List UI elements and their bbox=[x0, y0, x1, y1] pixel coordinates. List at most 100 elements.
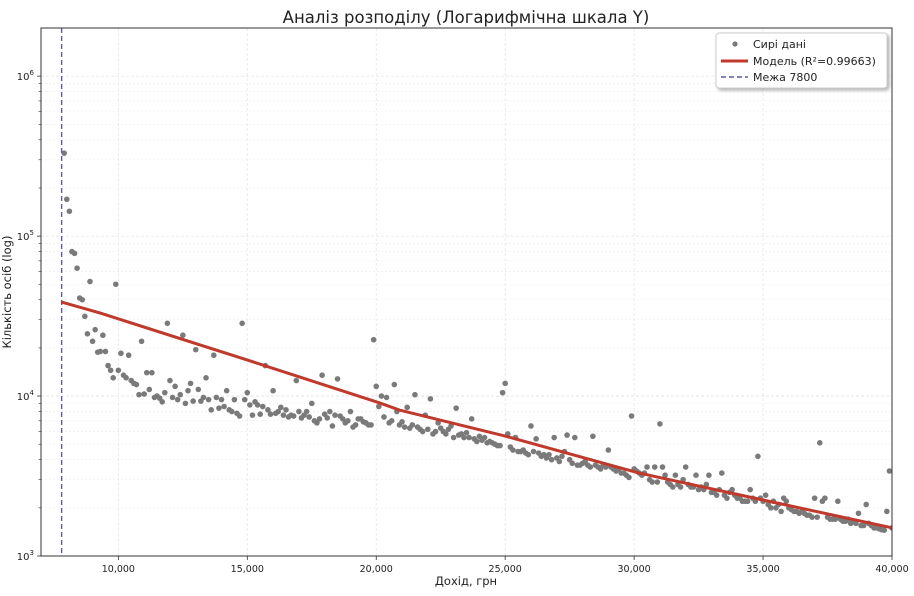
x-tick-label: 20,000 bbox=[360, 564, 393, 575]
x-tick-label: 10,000 bbox=[102, 564, 135, 575]
data-point bbox=[187, 380, 194, 387]
data-point bbox=[143, 369, 150, 376]
data-point bbox=[280, 412, 287, 418]
data-point bbox=[729, 486, 735, 493]
data-point bbox=[762, 492, 769, 498]
data-point bbox=[548, 456, 555, 463]
data-point bbox=[218, 396, 225, 403]
data-point bbox=[167, 377, 173, 384]
data-point bbox=[881, 527, 888, 533]
data-point bbox=[254, 402, 261, 408]
x-tick-label: 25,000 bbox=[489, 564, 522, 575]
data-point bbox=[221, 403, 227, 410]
data-point bbox=[82, 313, 88, 320]
data-point bbox=[319, 372, 325, 379]
data-point bbox=[755, 453, 761, 460]
data-point bbox=[146, 386, 153, 393]
data-point bbox=[569, 460, 576, 467]
data-point bbox=[270, 387, 276, 394]
data-point bbox=[463, 429, 470, 436]
data-point bbox=[510, 447, 516, 453]
y-tick-label: 105 bbox=[17, 229, 34, 243]
data-point bbox=[161, 389, 168, 396]
data-point bbox=[71, 250, 78, 257]
data-point bbox=[724, 495, 730, 501]
data-point bbox=[747, 486, 753, 493]
data-point bbox=[105, 362, 111, 369]
data-point bbox=[863, 501, 870, 508]
data-point bbox=[427, 396, 434, 402]
data-point bbox=[677, 484, 684, 490]
data-point bbox=[497, 442, 503, 449]
data-point bbox=[241, 396, 248, 403]
data-point bbox=[314, 420, 320, 426]
data-point bbox=[324, 415, 331, 421]
data-point bbox=[239, 320, 245, 327]
y-tick-label: 104 bbox=[17, 389, 35, 403]
data-point bbox=[662, 472, 668, 479]
data-point bbox=[370, 336, 377, 343]
data-point bbox=[334, 376, 341, 382]
data-point bbox=[706, 472, 712, 479]
data-point bbox=[670, 484, 676, 490]
data-point bbox=[177, 391, 184, 398]
data-point bbox=[628, 413, 635, 419]
legend-label-model: Модель (R²=0.99663) bbox=[753, 55, 876, 68]
x-tick-label: 30,000 bbox=[617, 564, 650, 575]
scatter-series bbox=[61, 150, 892, 533]
data-point bbox=[399, 419, 405, 425]
data-point bbox=[453, 405, 459, 411]
y-axis-label: Кількість осіб (log) bbox=[0, 236, 14, 349]
data-point bbox=[213, 394, 220, 401]
data-point bbox=[66, 208, 73, 215]
data-point bbox=[259, 403, 266, 410]
data-point bbox=[832, 516, 839, 522]
data-point bbox=[466, 434, 472, 441]
data-point bbox=[110, 375, 117, 381]
legend: Сирі дані Модель (R²=0.99663) Межа 7800 bbox=[715, 32, 888, 89]
data-point bbox=[138, 338, 145, 345]
data-point bbox=[97, 348, 104, 355]
data-point bbox=[347, 408, 354, 415]
data-point bbox=[149, 369, 155, 376]
data-point bbox=[185, 387, 191, 394]
data-point bbox=[816, 440, 823, 446]
data-point bbox=[231, 396, 238, 403]
data-point bbox=[102, 348, 109, 355]
data-point bbox=[61, 150, 68, 156]
data-point bbox=[590, 433, 596, 440]
data-point bbox=[822, 495, 828, 501]
data-point bbox=[432, 428, 439, 435]
data-point bbox=[481, 434, 488, 441]
data-point bbox=[136, 391, 142, 398]
data-point bbox=[174, 396, 181, 403]
data-point bbox=[159, 399, 166, 405]
data-point bbox=[265, 407, 271, 413]
data-point bbox=[345, 418, 351, 424]
data-point bbox=[530, 448, 537, 455]
data-point bbox=[693, 472, 699, 479]
data-point bbox=[401, 424, 408, 430]
data-point bbox=[461, 434, 467, 441]
data-point bbox=[546, 451, 552, 458]
data-point bbox=[419, 428, 426, 435]
data-point bbox=[556, 458, 563, 465]
data-point bbox=[388, 418, 395, 424]
data-point bbox=[275, 408, 282, 415]
data-point bbox=[564, 432, 570, 438]
data-point bbox=[306, 414, 312, 420]
data-point bbox=[651, 464, 658, 470]
data-point bbox=[190, 398, 196, 404]
data-point bbox=[376, 403, 382, 410]
data-point bbox=[87, 278, 93, 285]
data-point bbox=[92, 326, 98, 333]
data-point bbox=[332, 412, 338, 418]
x-tick-label: 40,000 bbox=[875, 564, 908, 575]
x-tick-label: 15,000 bbox=[231, 564, 264, 575]
data-point bbox=[474, 438, 480, 445]
data-point bbox=[205, 396, 212, 403]
data-point bbox=[257, 411, 263, 418]
data-point bbox=[713, 492, 720, 498]
data-point bbox=[172, 383, 178, 390]
x-axis-label: Дохід, грн bbox=[435, 574, 497, 588]
